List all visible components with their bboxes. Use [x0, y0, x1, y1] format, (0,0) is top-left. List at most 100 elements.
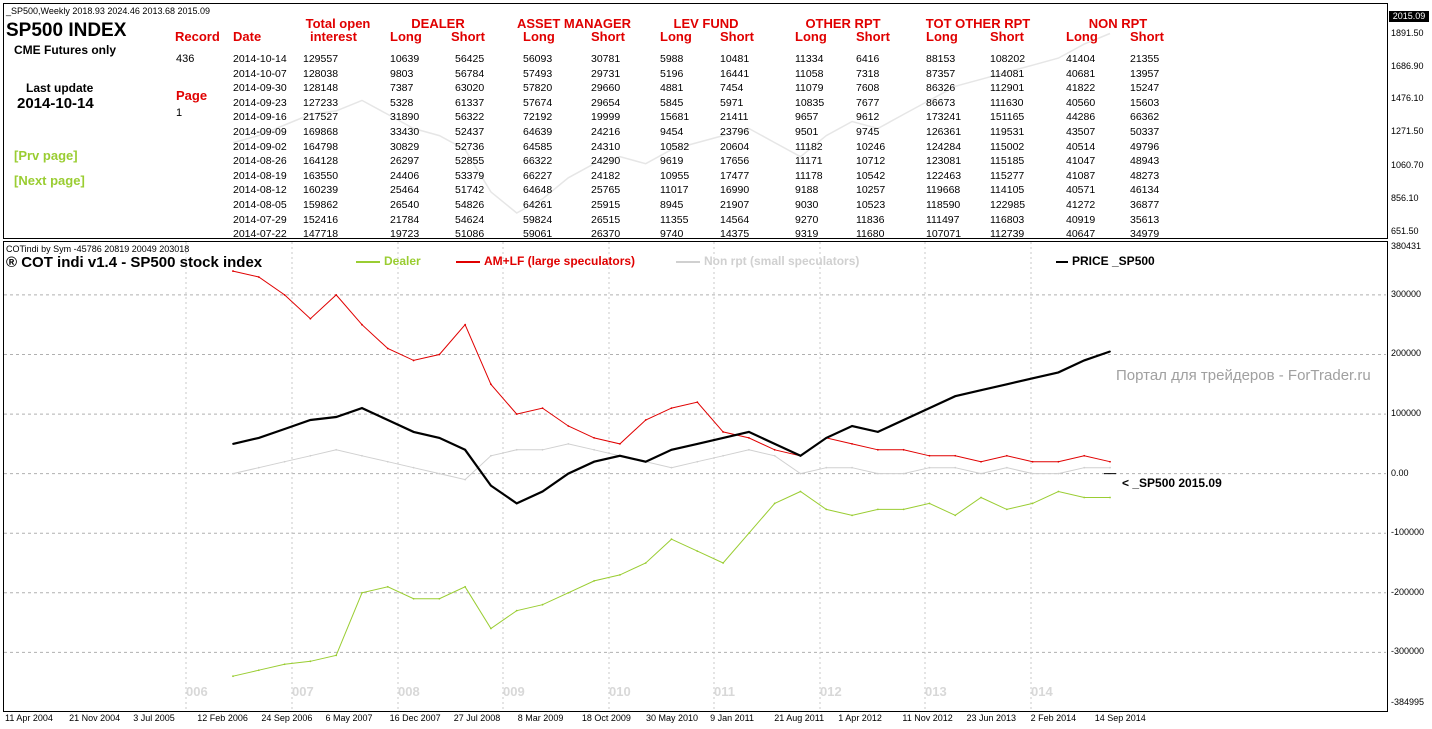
table-cell: 10246	[856, 140, 886, 153]
table-cell: 57820	[523, 82, 553, 95]
table-cell: 5971	[720, 96, 744, 109]
price-tick: 651.50	[1391, 226, 1419, 236]
year-label: 008	[398, 684, 420, 699]
table-cell: 64639	[523, 126, 553, 138]
series-point	[1031, 472, 1034, 475]
time-tick: 11 Apr 2004	[5, 713, 53, 723]
series-point	[954, 514, 957, 517]
table-cell: 108202	[990, 53, 1026, 65]
series-point	[1005, 466, 1008, 469]
series-point	[438, 472, 441, 475]
series-point	[851, 425, 853, 427]
series-point	[1083, 466, 1086, 469]
series-point	[825, 466, 828, 469]
table-cell: 10542	[856, 169, 886, 182]
table-cell: 44286	[1066, 111, 1096, 124]
table-cell: 2014-09-30	[233, 82, 287, 95]
value-tick: -200000	[1391, 586, 1425, 597]
series-point	[747, 431, 750, 433]
table-cell: 5196	[660, 67, 684, 80]
series-point	[851, 442, 853, 445]
series-point	[386, 347, 389, 350]
series-point	[722, 454, 724, 457]
table-cell: 123081	[926, 155, 962, 168]
table-cell: 46134	[1130, 184, 1160, 197]
top-panel-caption: _SP500,Weekly 2018.93 2024.46 2013.68 20…	[6, 6, 211, 16]
series-point	[954, 395, 957, 398]
table-cell: 169868	[303, 126, 339, 138]
table-cell: 40681	[1066, 67, 1096, 80]
table-cell: 111497	[926, 213, 960, 226]
time-tick: 18 Oct 2009	[581, 713, 631, 723]
time-tick: 23 Jun 2013	[966, 713, 1017, 723]
series-point	[515, 609, 518, 612]
table-cell: 151165	[990, 111, 1025, 124]
table-cell: 56784	[455, 67, 485, 80]
table-cell: 7318	[856, 67, 880, 80]
next-page-link[interactable]: [Next page]	[14, 173, 85, 188]
last-update-value: 2014-10-14	[17, 95, 94, 112]
table-cell: 87357	[926, 67, 956, 80]
series-point	[902, 448, 905, 451]
table-cell: 51086	[455, 228, 485, 241]
table-cell: 7677	[856, 96, 880, 109]
table-cell: 26540	[390, 199, 420, 211]
table-cell: 2014-07-22	[233, 228, 287, 241]
series-point	[593, 579, 596, 582]
table-cell: 2014-08-05	[233, 199, 287, 211]
table-cell: 128038	[303, 67, 339, 80]
series-point	[386, 460, 389, 463]
series-point	[747, 436, 750, 439]
record-value: 436	[176, 53, 195, 65]
series-point	[980, 472, 982, 475]
value-tick: 380431	[1391, 241, 1422, 251]
sub-header: Short	[720, 29, 754, 44]
series-point	[361, 323, 363, 326]
series-point	[515, 448, 518, 451]
series-point	[361, 591, 363, 594]
sub-header: Long	[523, 29, 555, 44]
legend-label: Non rpt (small speculators)	[704, 254, 860, 268]
series-point	[283, 428, 286, 430]
group-header: LEV FUND	[673, 16, 739, 31]
series-point	[412, 359, 415, 362]
legend-entry: AM+LF (large speculators)	[456, 254, 635, 268]
series-line-price-sp500	[232, 350, 1111, 505]
table-cell: 2014-07-29	[233, 213, 287, 226]
table-cell: 17656	[720, 155, 750, 168]
series-point	[412, 431, 415, 433]
table-cell: 11334	[795, 53, 824, 65]
table-cell: 64261	[523, 199, 553, 211]
series-point	[593, 436, 596, 439]
table-cell: 40647	[1066, 228, 1096, 241]
value-tick: -100000	[1391, 527, 1425, 538]
table-cell: 10955	[660, 169, 690, 182]
series-point	[232, 675, 234, 678]
series-point	[438, 353, 441, 356]
series-point	[722, 562, 724, 564]
table-cell: 26297	[390, 155, 420, 168]
table-cell: 147718	[303, 228, 339, 241]
series-point	[1057, 490, 1060, 493]
table-cell: 29731	[591, 67, 621, 80]
series-point	[1083, 454, 1086, 457]
series-point	[644, 419, 647, 421]
table-cell: 11182	[795, 140, 823, 153]
table-cell: 48943	[1130, 155, 1160, 168]
table-cell: 41822	[1066, 82, 1096, 95]
series-point	[928, 407, 931, 410]
table-cell: 26515	[591, 213, 621, 226]
table-cell: 9270	[795, 213, 819, 226]
year-label: 011	[714, 684, 735, 699]
prev-page-link[interactable]: [Prv page]	[14, 148, 78, 163]
price-tick: 1686.90	[1391, 61, 1424, 71]
table-cell: 57493	[523, 67, 553, 80]
series-point	[283, 294, 286, 296]
series-point	[696, 442, 699, 445]
series-point	[722, 431, 724, 433]
price-badge: 2015.09	[1389, 11, 1429, 22]
table-cell: 173241	[926, 111, 962, 124]
series-point	[464, 585, 467, 588]
table-cell: 8945	[660, 199, 684, 211]
